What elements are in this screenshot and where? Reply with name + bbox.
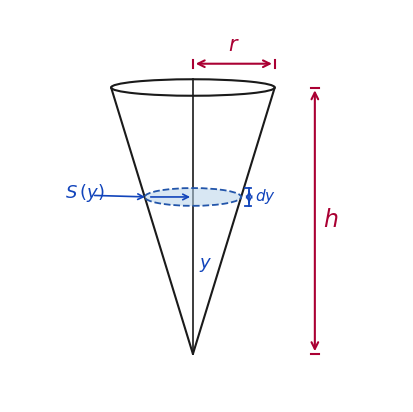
Text: $y$: $y$ bbox=[199, 256, 212, 274]
Ellipse shape bbox=[145, 188, 240, 206]
Text: $dy$: $dy$ bbox=[254, 187, 275, 206]
Text: $S\,(y)$: $S\,(y)$ bbox=[64, 182, 104, 204]
Text: $r$: $r$ bbox=[228, 36, 239, 55]
Text: $h$: $h$ bbox=[322, 209, 337, 232]
